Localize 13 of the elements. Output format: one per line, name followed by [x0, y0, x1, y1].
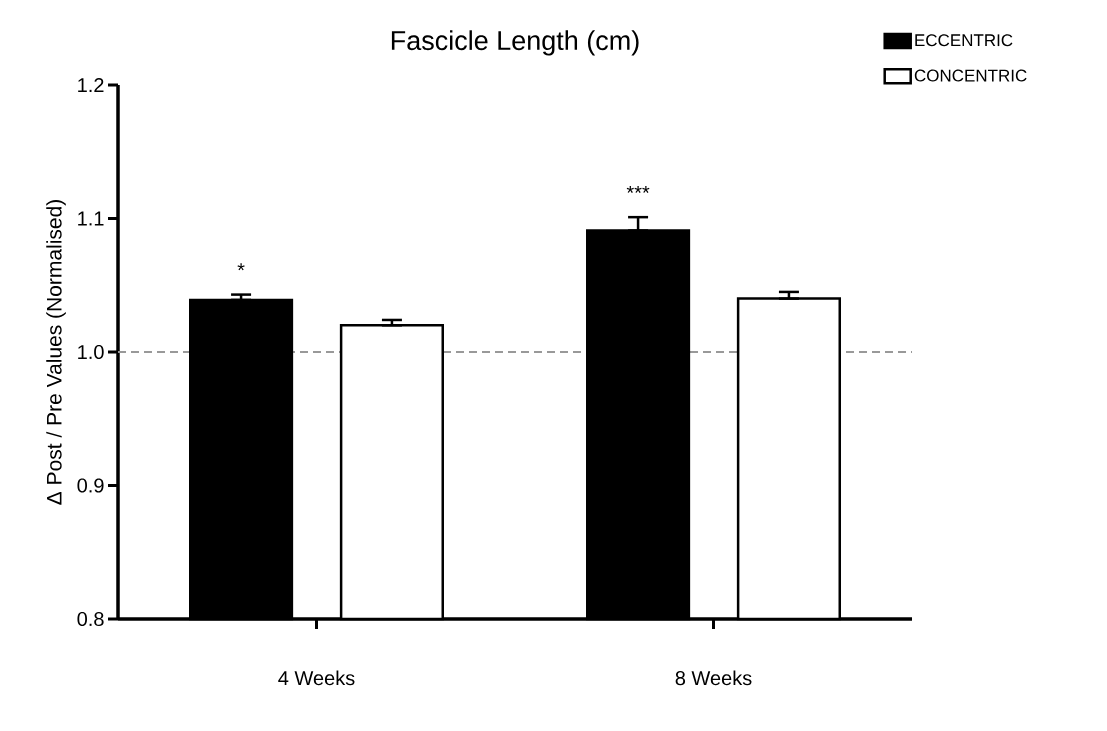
x-tick-label: 4 Weeks — [278, 670, 355, 686]
y-tick-label: 1.0 — [78, 344, 104, 360]
y-tick-label: 1.1 — [78, 211, 104, 226]
x-tick-label: 8 Weeks — [675, 670, 752, 686]
y-tick-label: 0.8 — [77, 611, 104, 627]
y-tick-label: 1.2 — [78, 78, 104, 92]
annotation: *** — [626, 185, 650, 193]
legend-label: CONCENTRIC — [914, 69, 1027, 82]
legend-label: ECCENTRIC — [915, 34, 1013, 47]
chart-title: Fascicle Length (cm) — [391, 30, 639, 56]
annotation: * — [237, 263, 245, 271]
y-tick-label: 0.9 — [77, 478, 104, 493]
y-axis-title: Δ Post / Pre Values (Normalised) — [46, 200, 66, 505]
